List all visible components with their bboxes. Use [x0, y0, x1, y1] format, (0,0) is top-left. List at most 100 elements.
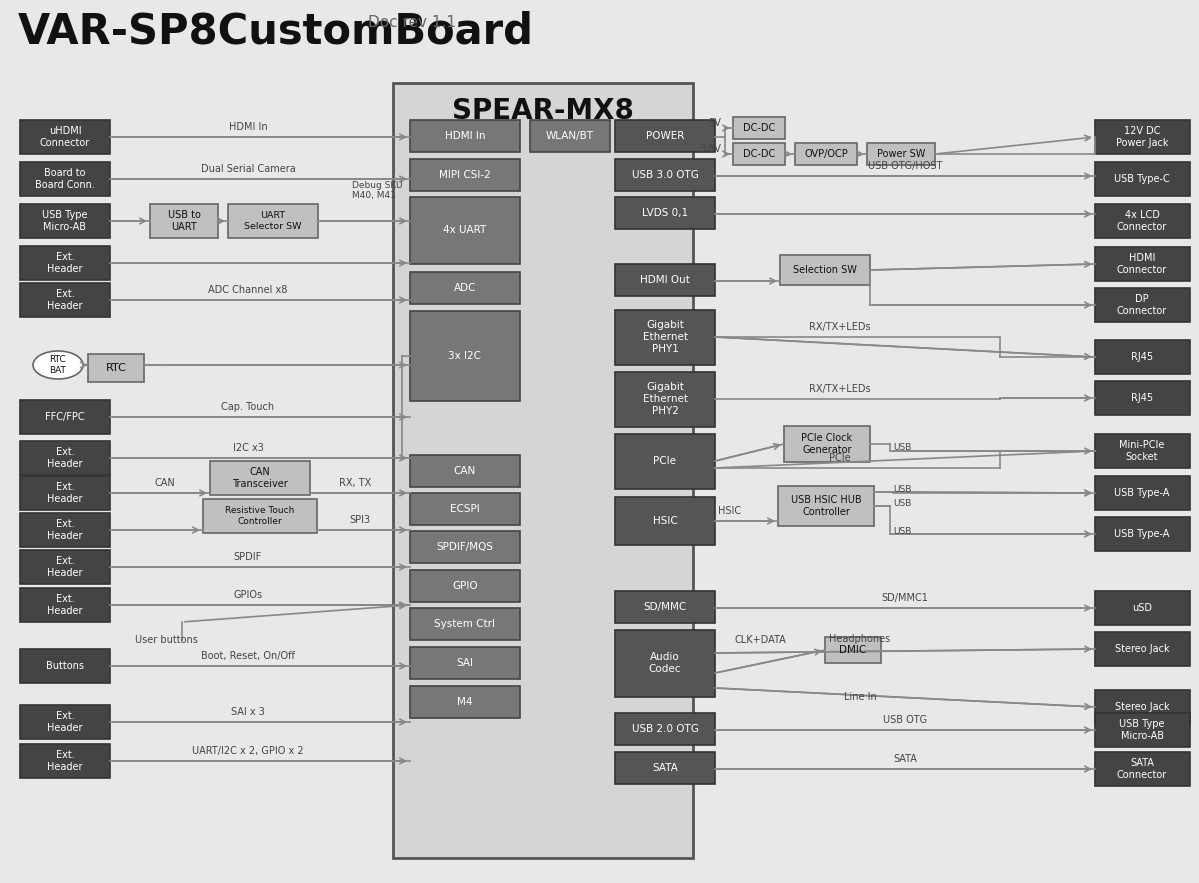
Ellipse shape: [34, 351, 83, 379]
Bar: [20, 441, 110, 475]
Bar: [20, 588, 110, 622]
Bar: [615, 159, 715, 191]
Text: Ext.
Header: Ext. Header: [47, 253, 83, 274]
Bar: [210, 461, 311, 495]
Bar: [795, 143, 857, 165]
Bar: [20, 400, 110, 434]
Bar: [825, 637, 881, 663]
Text: CAN: CAN: [155, 478, 175, 488]
Text: RX, TX: RX, TX: [339, 478, 372, 488]
Bar: [228, 204, 318, 238]
Bar: [410, 531, 520, 563]
Text: USB: USB: [893, 443, 911, 452]
Bar: [1095, 288, 1189, 322]
Bar: [1095, 632, 1189, 666]
Bar: [410, 647, 520, 679]
Bar: [733, 117, 785, 139]
Text: 12V DC
Power Jack: 12V DC Power Jack: [1116, 126, 1168, 147]
Bar: [410, 272, 520, 304]
Text: uHDMI
Connector: uHDMI Connector: [40, 126, 90, 147]
Bar: [1095, 476, 1189, 510]
Text: ECSPI: ECSPI: [450, 504, 480, 514]
Bar: [410, 120, 520, 152]
Text: SPEAR-MX8: SPEAR-MX8: [452, 97, 634, 125]
Text: SAI: SAI: [457, 658, 474, 668]
Bar: [410, 686, 520, 718]
Text: UART/I2C x 2, GPIO x 2: UART/I2C x 2, GPIO x 2: [192, 746, 303, 756]
Text: PCIe Clock
Generator: PCIe Clock Generator: [801, 434, 852, 455]
Text: Headphones: Headphones: [830, 634, 891, 644]
Text: USB to
UART: USB to UART: [168, 210, 200, 232]
Text: WLAN/BT: WLAN/BT: [546, 131, 594, 141]
Text: Ext.
Header: Ext. Header: [47, 519, 83, 540]
Text: Debug SKU
M40, M41: Debug SKU M40, M41: [353, 181, 403, 200]
Bar: [867, 143, 935, 165]
Text: HSIC: HSIC: [718, 506, 741, 516]
Bar: [150, 204, 218, 238]
Bar: [1095, 340, 1189, 374]
Text: RTC
BAT: RTC BAT: [49, 355, 66, 374]
Text: MIPI CSI-2: MIPI CSI-2: [439, 170, 490, 180]
Text: HDMI In: HDMI In: [445, 131, 486, 141]
Text: Selection SW: Selection SW: [793, 265, 857, 275]
Text: Ext.
Header: Ext. Header: [47, 594, 83, 615]
Bar: [1095, 120, 1189, 154]
Text: Ext.
Header: Ext. Header: [47, 482, 83, 504]
Bar: [88, 354, 144, 382]
Text: Doc rev 1.1: Doc rev 1.1: [368, 15, 456, 30]
Text: 3.8V: 3.8V: [699, 144, 721, 154]
Bar: [615, 591, 715, 623]
Text: Resistive Touch
Controller: Resistive Touch Controller: [225, 506, 295, 525]
Bar: [615, 120, 715, 152]
Bar: [615, 630, 715, 697]
Bar: [410, 311, 520, 401]
Text: Line In: Line In: [844, 692, 876, 702]
Text: Buttons: Buttons: [46, 661, 84, 671]
Bar: [410, 608, 520, 640]
Bar: [615, 497, 715, 545]
Bar: [20, 705, 110, 739]
Text: HSIC: HSIC: [652, 516, 677, 526]
Text: USB Type-A: USB Type-A: [1114, 488, 1170, 498]
Text: SPI3: SPI3: [349, 515, 370, 525]
Text: DC-DC: DC-DC: [743, 149, 775, 159]
Text: DP
Connector: DP Connector: [1117, 294, 1167, 316]
Text: UART
Selector SW: UART Selector SW: [245, 211, 302, 230]
Text: Stereo Jack: Stereo Jack: [1115, 702, 1169, 712]
Bar: [733, 143, 785, 165]
Text: M4: M4: [457, 697, 472, 707]
Text: System Ctrl: System Ctrl: [434, 619, 495, 629]
Text: GPIOs: GPIOs: [234, 590, 263, 600]
Text: SATA
Connector: SATA Connector: [1117, 758, 1167, 780]
Text: ADC: ADC: [453, 283, 476, 293]
Bar: [410, 159, 520, 191]
Bar: [410, 455, 520, 487]
Text: RJ45: RJ45: [1131, 352, 1153, 362]
Text: USB: USB: [893, 526, 911, 535]
Text: Ext.
Header: Ext. Header: [47, 290, 83, 311]
Text: RX/TX+LEDs: RX/TX+LEDs: [809, 384, 870, 394]
Bar: [1095, 591, 1189, 625]
Text: USB Type-C: USB Type-C: [1114, 174, 1170, 184]
Text: SATA: SATA: [893, 754, 917, 764]
Bar: [1095, 247, 1189, 281]
Text: 3x I2C: 3x I2C: [448, 351, 482, 361]
Bar: [20, 204, 110, 238]
Text: Ext.
Header: Ext. Header: [47, 447, 83, 469]
Bar: [530, 120, 610, 152]
Text: PCIe: PCIe: [653, 456, 676, 466]
Bar: [410, 197, 520, 264]
Text: USB Type
Micro-AB: USB Type Micro-AB: [42, 210, 88, 232]
Text: DMIC: DMIC: [839, 645, 867, 655]
Text: Ext.
Header: Ext. Header: [47, 711, 83, 733]
Bar: [1095, 713, 1189, 747]
Bar: [784, 426, 870, 462]
Bar: [778, 486, 874, 526]
Text: USB 2.0 OTG: USB 2.0 OTG: [632, 724, 699, 734]
Text: RJ45: RJ45: [1131, 393, 1153, 403]
Text: USB: USB: [893, 485, 911, 494]
Text: uSD: uSD: [1132, 603, 1152, 613]
Text: HDMI Out: HDMI Out: [640, 275, 689, 285]
Bar: [1095, 162, 1189, 196]
Text: FFC/FPC: FFC/FPC: [46, 412, 85, 422]
